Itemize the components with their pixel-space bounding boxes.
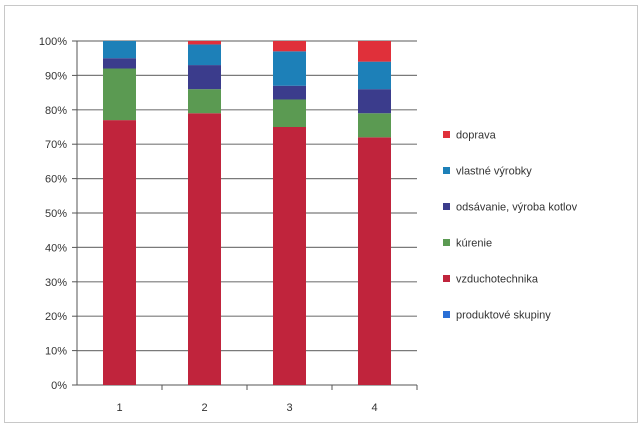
legend-label: vzduchotechnika	[456, 274, 539, 286]
bar-segment	[188, 89, 221, 114]
legend-swatch	[443, 239, 450, 246]
bar-segment	[188, 65, 221, 90]
y-tick-label: 40%	[45, 242, 67, 254]
legend-swatch	[443, 203, 450, 210]
bar-segment	[358, 113, 391, 138]
bars	[103, 41, 391, 386]
bar-segment	[103, 120, 136, 386]
bar-segment	[358, 61, 391, 90]
y-tick-label: 80%	[45, 105, 67, 117]
y-tick-label: 100%	[39, 36, 67, 48]
legend-swatch	[443, 167, 450, 174]
legend-swatch	[443, 311, 450, 318]
y-tick-label: 0%	[51, 380, 67, 392]
x-tick-label: 3	[286, 402, 292, 414]
y-tick-label: 30%	[45, 277, 67, 289]
bar-segment	[273, 51, 306, 86]
bar-segment	[103, 41, 136, 59]
legend: doprava vlastné výrobky odsávanie, výroba …	[443, 130, 578, 322]
bar-segment	[358, 41, 391, 62]
bar-segment	[103, 68, 136, 121]
legend-swatch	[443, 275, 450, 282]
legend-label: doprava	[456, 130, 497, 142]
bar-segment	[273, 41, 306, 52]
legend-label: vlastné výrobky	[456, 166, 532, 178]
legend-label: odsávanie, výroba kotlov	[456, 202, 578, 214]
y-tick-label: 70%	[45, 139, 67, 151]
bar-segment	[188, 113, 221, 386]
y-tick-label: 50%	[45, 208, 67, 220]
x-tick-label: 2	[201, 402, 207, 414]
legend-label: kúrenie	[456, 238, 492, 250]
x-tick-label: 4	[371, 402, 377, 414]
y-tick-label: 60%	[45, 174, 67, 186]
bar-segment	[188, 44, 221, 66]
chart-area: 0% 10% 20% 30% 40% 50% 60% 70% 80% 90% 100% 1 2 3 4 do…	[4, 5, 638, 423]
axes: 0% 10% 20% 30% 40% 50% 60% 70% 80% 90% 100% 1 2 3 4	[39, 36, 418, 414]
legend-label: produktové skupiny	[456, 310, 551, 322]
bar-segment	[103, 58, 136, 69]
y-tick-label: 90%	[45, 70, 67, 82]
bar-segment	[273, 99, 306, 127]
stacked-bar-chart: 0% 10% 20% 30% 40% 50% 60% 70% 80% 90% 100% 1 2 3 4 do…	[39, 36, 578, 414]
x-tick-label: 1	[116, 402, 122, 414]
y-tick-label: 20%	[45, 311, 67, 323]
legend-swatch	[443, 131, 450, 138]
bar-segment	[358, 89, 391, 114]
y-tick-label: 10%	[45, 346, 67, 358]
bar-segment	[273, 85, 306, 100]
bar-segment	[188, 41, 221, 45]
bar-segment	[273, 127, 306, 385]
bar-segment	[358, 137, 391, 385]
